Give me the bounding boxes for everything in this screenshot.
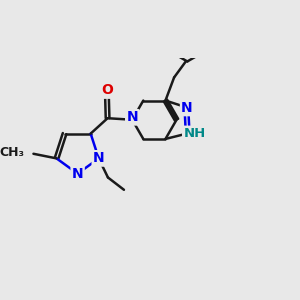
Text: N: N bbox=[93, 152, 104, 165]
Text: CH₃: CH₃ bbox=[0, 146, 25, 159]
Text: N: N bbox=[181, 101, 193, 115]
Text: N: N bbox=[126, 110, 138, 124]
Text: O: O bbox=[101, 83, 113, 98]
Text: N: N bbox=[72, 167, 83, 181]
Text: NH: NH bbox=[183, 127, 206, 140]
